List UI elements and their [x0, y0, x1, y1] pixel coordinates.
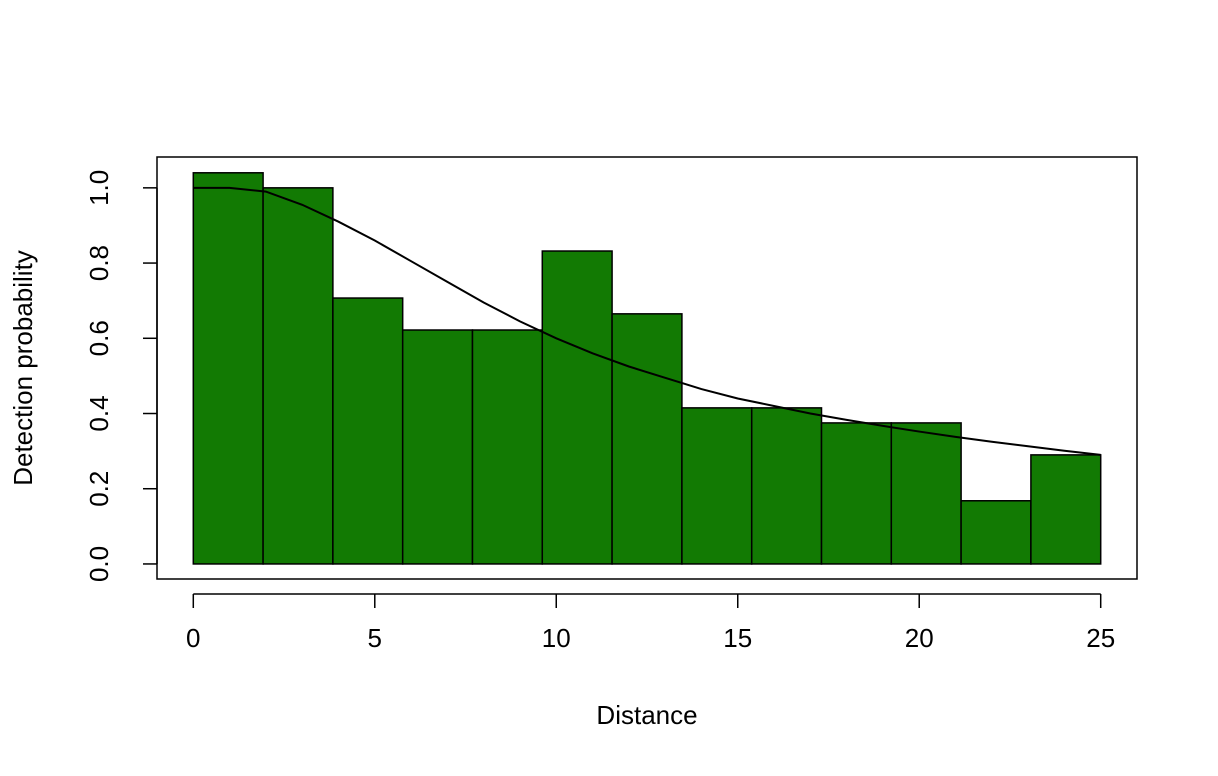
bar — [262, 187, 334, 565]
y-tick-label: 0.4 — [84, 395, 114, 431]
bar — [890, 422, 962, 565]
bar — [820, 422, 893, 565]
x-tick-label: 0 — [186, 623, 200, 653]
y-tick-label: 1.0 — [84, 170, 114, 206]
x-axis-label: Distance — [596, 700, 697, 730]
bar — [611, 313, 683, 565]
y-tick-label: 0.2 — [84, 471, 114, 507]
x-tick-label: 5 — [368, 623, 382, 653]
x-tick-label: 10 — [542, 623, 571, 653]
detection-curve — [193, 186, 1101, 456]
y-tick-label: 0.0 — [84, 546, 114, 582]
x-tick-label: 25 — [1086, 623, 1115, 653]
y-axis-label: Detection probability — [8, 250, 38, 486]
y-tick-label: 0.6 — [84, 320, 114, 356]
x-tick-label: 15 — [723, 623, 752, 653]
bar — [471, 329, 544, 565]
bar — [750, 407, 823, 565]
bar — [332, 297, 404, 565]
x-tick-label: 20 — [905, 623, 934, 653]
bar — [192, 172, 264, 565]
bar — [960, 500, 1032, 565]
bar — [681, 407, 753, 565]
y-tick-label: 0.8 — [84, 245, 114, 281]
bar — [1030, 454, 1102, 565]
bar — [401, 329, 474, 565]
bar — [541, 250, 613, 565]
